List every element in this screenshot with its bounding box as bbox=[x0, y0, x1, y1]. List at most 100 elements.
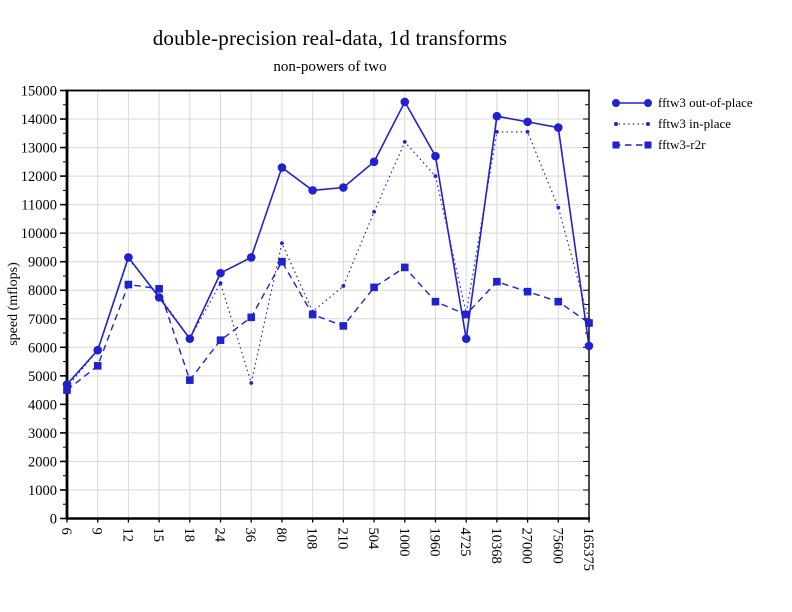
axis-frame bbox=[65, 89, 590, 520]
data-point-marker bbox=[124, 280, 133, 289]
y-tick-label: 2000 bbox=[28, 454, 57, 470]
data-point-marker bbox=[339, 183, 348, 192]
data-point-marker bbox=[63, 386, 71, 394]
data-point-marker bbox=[95, 348, 100, 353]
data-point-marker bbox=[277, 163, 287, 172]
x-tick-label: 24 bbox=[212, 528, 228, 543]
data-point-marker bbox=[308, 310, 317, 319]
data-point-marker bbox=[216, 336, 225, 344]
y-tick-label: 15000 bbox=[21, 84, 57, 100]
data-point-marker bbox=[278, 257, 286, 266]
data-point-marker bbox=[341, 284, 346, 288]
data-point-marker bbox=[462, 310, 470, 319]
y-tick-label: 3000 bbox=[28, 426, 57, 442]
y-tick-label: 4000 bbox=[28, 397, 57, 413]
x-tick-label: 210 bbox=[334, 528, 350, 550]
chart-subtitle: non-powers of two bbox=[273, 59, 387, 75]
x-tick-labels: 6 9 12 15 18 24 36 80 108 210 504 1000 1960 4725 10368… bbox=[58, 528, 596, 572]
series-fftw3-r2r bbox=[63, 257, 593, 394]
data-point-marker bbox=[218, 281, 223, 285]
y-tick-label: 6000 bbox=[28, 340, 57, 356]
data-point-marker bbox=[370, 283, 378, 292]
data-point-marker bbox=[493, 277, 501, 286]
y-tick-label: 11000 bbox=[21, 198, 57, 214]
y-tick-label: 13000 bbox=[21, 141, 57, 157]
data-point-marker bbox=[523, 117, 532, 127]
data-point-marker bbox=[157, 294, 162, 298]
x-tick-label: 4725 bbox=[457, 528, 473, 557]
y-tick-label: 14000 bbox=[21, 112, 57, 128]
solid-line-circle-marker-icon bbox=[612, 98, 652, 107]
x-tick-label: 108 bbox=[304, 528, 320, 550]
x-tick-label: 15 bbox=[150, 528, 166, 543]
x-tick-label: 18 bbox=[181, 528, 197, 543]
data-point-marker bbox=[280, 241, 284, 246]
x-tick-label: 27000 bbox=[519, 528, 535, 564]
data-point-marker bbox=[433, 174, 438, 179]
legend-item-out-of-place: fftw3 out-of-place bbox=[612, 92, 753, 113]
data-point-marker bbox=[247, 313, 256, 322]
x-tick-label: 1000 bbox=[396, 528, 412, 557]
data-point-marker bbox=[216, 268, 225, 278]
data-point-marker bbox=[402, 139, 407, 144]
x-tick-label: 12 bbox=[119, 528, 135, 543]
data-point-marker bbox=[553, 123, 563, 132]
x-tick-label: 9 bbox=[89, 528, 105, 535]
y-axis-label: speed (mflops) bbox=[6, 262, 21, 346]
data-point-marker bbox=[372, 209, 376, 214]
data-point-marker bbox=[431, 297, 440, 306]
data-point-marker bbox=[461, 334, 471, 344]
data-point-marker bbox=[584, 341, 594, 351]
data-point-marker bbox=[400, 263, 409, 272]
x-tick-label: 504 bbox=[365, 528, 381, 551]
x-tick-label: 1960 bbox=[426, 528, 442, 557]
grid bbox=[67, 90, 589, 519]
data-point-marker bbox=[492, 111, 502, 121]
data-point-marker bbox=[126, 256, 131, 261]
data-point-marker bbox=[93, 362, 102, 370]
x-tick-label: 75600 bbox=[549, 528, 565, 564]
legend-label: fftw3-r2r bbox=[658, 136, 706, 152]
legend-label: fftw3 in-place bbox=[658, 115, 732, 131]
legend: fftw3 out-of-place fftw3 in-place fftw3-… bbox=[612, 92, 753, 155]
y-tick-labels: 0 1000 2000 3000 4000 5000 6000 7000 8000 9000 100… bbox=[21, 84, 57, 528]
y-tick-label: 5000 bbox=[28, 369, 57, 385]
data-point-marker bbox=[494, 129, 499, 134]
data-point-marker bbox=[246, 253, 256, 262]
x-tick-label: 10368 bbox=[488, 528, 504, 564]
y-tick-label: 8000 bbox=[28, 283, 57, 299]
x-tick-label: 36 bbox=[242, 528, 258, 543]
y-tick-label: 9000 bbox=[28, 255, 57, 271]
y-tick-label: 7000 bbox=[28, 312, 57, 328]
legend-item-in-place: fftw3 in-place bbox=[612, 113, 753, 134]
series-fftw3-in-place bbox=[65, 129, 591, 390]
data-point-marker bbox=[431, 151, 440, 161]
dashed-line-square-marker-icon bbox=[612, 141, 652, 148]
data-point-marker bbox=[556, 205, 561, 210]
data-point-marker bbox=[187, 336, 192, 341]
y-tick-label: 12000 bbox=[21, 169, 57, 185]
data-point-marker bbox=[155, 285, 163, 293]
data-point-marker bbox=[249, 381, 254, 385]
chart-title: double-precision real-data, 1d transform… bbox=[152, 26, 508, 50]
legend-label: fftw3 out-of-place bbox=[658, 94, 753, 110]
x-tick-label: 6 bbox=[58, 528, 74, 535]
axis-ticks bbox=[60, 89, 590, 523]
data-point-marker bbox=[339, 322, 348, 330]
dotted-line-dot-marker-icon bbox=[614, 121, 650, 126]
y-tick-label: 0 bbox=[50, 512, 57, 528]
data-point-marker bbox=[554, 297, 563, 306]
x-tick-label: 165375 bbox=[580, 528, 596, 572]
x-tick-label: 80 bbox=[273, 528, 289, 543]
data-point-marker bbox=[523, 287, 532, 296]
legend-item-r2r: fftw3-r2r bbox=[612, 134, 753, 155]
data-point-marker bbox=[369, 157, 379, 167]
series-fftw3-out-of-place bbox=[62, 97, 594, 389]
data-point-marker bbox=[525, 129, 530, 134]
data-point-marker bbox=[186, 376, 194, 384]
y-tick-label: 10000 bbox=[21, 226, 57, 242]
data-point-marker bbox=[308, 186, 317, 195]
data-point-marker bbox=[585, 319, 593, 327]
